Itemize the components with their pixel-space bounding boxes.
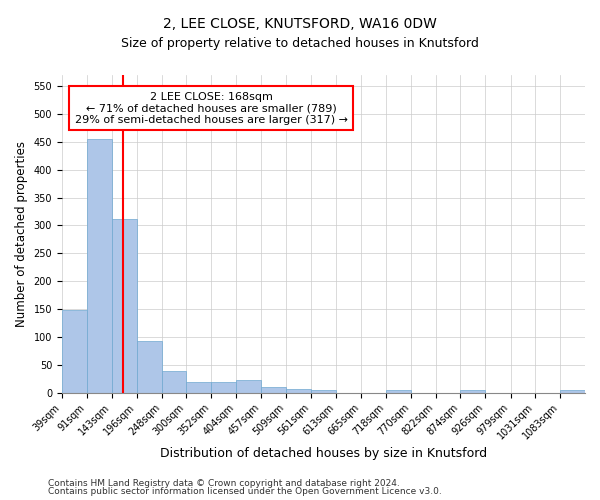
Text: Contains public sector information licensed under the Open Government Licence v3: Contains public sector information licen…	[48, 487, 442, 496]
Bar	[560, 390, 585, 392]
Bar	[211, 382, 236, 392]
Bar	[311, 390, 336, 392]
Bar	[236, 380, 262, 392]
Bar	[161, 372, 187, 392]
Text: 2, LEE CLOSE, KNUTSFORD, WA16 0DW: 2, LEE CLOSE, KNUTSFORD, WA16 0DW	[163, 18, 437, 32]
Text: 2 LEE CLOSE: 168sqm
← 71% of detached houses are smaller (789)
29% of semi-detac: 2 LEE CLOSE: 168sqm ← 71% of detached ho…	[75, 92, 348, 125]
Bar	[262, 387, 286, 392]
Bar	[62, 310, 87, 392]
Text: Size of property relative to detached houses in Knutsford: Size of property relative to detached ho…	[121, 38, 479, 51]
Text: Contains HM Land Registry data © Crown copyright and database right 2024.: Contains HM Land Registry data © Crown c…	[48, 478, 400, 488]
Bar	[386, 390, 411, 392]
Bar	[460, 390, 485, 392]
Bar	[112, 219, 137, 392]
X-axis label: Distribution of detached houses by size in Knutsford: Distribution of detached houses by size …	[160, 447, 487, 460]
Bar	[87, 138, 112, 392]
Bar	[187, 382, 211, 392]
Bar	[286, 390, 311, 392]
Y-axis label: Number of detached properties: Number of detached properties	[15, 141, 28, 327]
Bar	[137, 342, 161, 392]
